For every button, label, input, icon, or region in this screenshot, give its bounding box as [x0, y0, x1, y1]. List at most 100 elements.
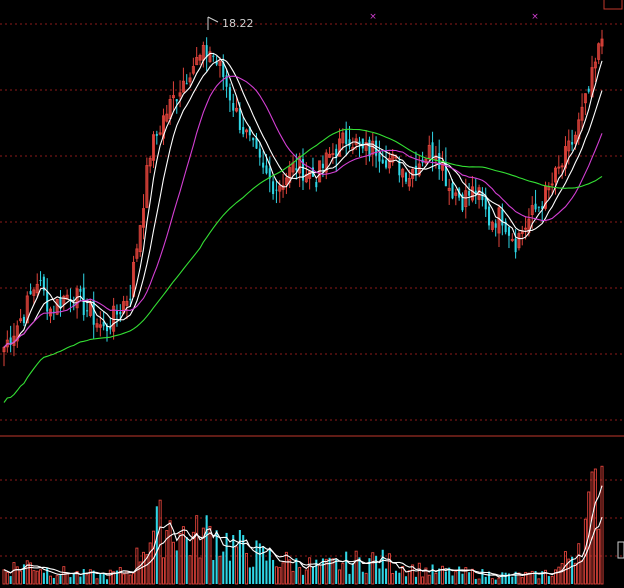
ma60-line	[3, 128, 603, 403]
volume-bar-up	[554, 569, 557, 585]
candle-down	[541, 206, 544, 210]
candle-down	[222, 62, 225, 77]
volume-bar-down	[461, 573, 464, 584]
volume-bar-up	[191, 531, 195, 585]
volume-bar-up	[364, 572, 368, 585]
candle-up	[195, 57, 199, 66]
volume-bar-down	[102, 573, 105, 584]
volume-bar-up	[65, 573, 69, 585]
candle-up	[158, 132, 162, 135]
candle-up	[341, 132, 345, 144]
candle-up	[517, 233, 521, 249]
volume-bar-down	[222, 551, 225, 584]
candle-down	[238, 108, 241, 131]
candle-down	[262, 162, 265, 168]
volume-bar-down	[215, 530, 218, 584]
candle-up	[424, 158, 428, 164]
candle-up	[530, 205, 534, 215]
candle-up	[557, 166, 561, 169]
candle-down	[42, 276, 45, 291]
candle-up	[560, 165, 564, 168]
candle-down	[102, 321, 105, 327]
candle-up	[567, 140, 571, 152]
candle-up	[477, 187, 481, 200]
volume-bar-up	[2, 569, 6, 585]
candle-down	[205, 45, 208, 58]
candle-up	[464, 190, 468, 208]
volume-bar-down	[175, 550, 178, 584]
candle-down	[225, 75, 228, 87]
candle-down	[129, 298, 132, 301]
candle-down	[358, 141, 361, 144]
volume-bar-up	[201, 527, 205, 585]
volume-bar-up	[178, 533, 182, 585]
volume-bar-up	[590, 471, 594, 585]
candle-down	[501, 209, 504, 226]
candle-down	[414, 165, 417, 176]
volume-bar-up	[128, 574, 132, 585]
volume-bar-up	[208, 525, 212, 585]
volume-bar-up	[490, 578, 494, 585]
volume-bar-down	[301, 574, 305, 584]
volume-bar-down	[262, 546, 265, 584]
candle-up	[62, 295, 66, 305]
volume-bar-up	[371, 552, 375, 585]
volume-bar-down	[534, 571, 537, 584]
volume-bar-up	[132, 572, 136, 585]
volume-bar-down	[438, 568, 441, 584]
candle-down	[537, 206, 540, 208]
volume-bar-up	[245, 552, 249, 585]
volume-bar-up	[391, 572, 395, 585]
candle-up	[281, 185, 285, 190]
volume-bar-up	[470, 568, 474, 585]
candle-up	[407, 178, 411, 187]
candle-up	[417, 163, 421, 176]
volume-bar-up	[593, 468, 597, 585]
max-price-pointer	[207, 16, 219, 23]
candle-up	[583, 93, 587, 104]
volume-bar-up	[524, 571, 528, 585]
volume-grid-lines	[0, 479, 624, 557]
volume-bar-up	[544, 569, 548, 585]
volume-bar-up	[421, 576, 425, 585]
volume-bar-up	[138, 561, 142, 585]
edge-marker	[617, 541, 624, 559]
candle-down	[109, 326, 112, 330]
candle-up	[324, 152, 328, 173]
candle-down	[119, 311, 122, 315]
candle-up	[35, 283, 39, 294]
volume-bar-down	[451, 575, 454, 584]
volume-bar-down	[242, 535, 245, 584]
candle-down	[378, 152, 381, 162]
volume-bars	[2, 465, 604, 585]
volume-bar-up	[135, 547, 139, 585]
candle-down	[242, 127, 245, 135]
candle-down	[59, 296, 62, 309]
volume-bar-up	[600, 465, 604, 585]
candle-up	[161, 115, 165, 139]
volume-ma10-line	[3, 517, 603, 577]
volume-bar-up	[218, 555, 222, 585]
candle-down	[398, 160, 401, 176]
volume-bar-up	[235, 546, 239, 585]
candle-down	[52, 311, 55, 313]
volume-bar-down	[514, 571, 517, 584]
volume-bar-down	[361, 571, 364, 584]
volume-bar-down	[225, 532, 228, 584]
volume-bar-up	[12, 562, 16, 585]
candle-down	[587, 88, 590, 92]
volume-bar-up	[158, 499, 162, 585]
candle-up	[148, 157, 152, 167]
candle-down	[514, 238, 517, 253]
volume-bar-down	[511, 576, 514, 584]
volume-bar-down	[321, 558, 324, 584]
volume-bar-up	[318, 564, 322, 585]
candle-up	[15, 325, 19, 342]
candle-up	[470, 186, 474, 201]
candle-down	[488, 206, 491, 226]
volume-bar-up	[288, 559, 292, 585]
volume-bar-down	[431, 564, 434, 584]
candle-down	[484, 195, 487, 210]
volume-bar-down	[394, 570, 398, 584]
